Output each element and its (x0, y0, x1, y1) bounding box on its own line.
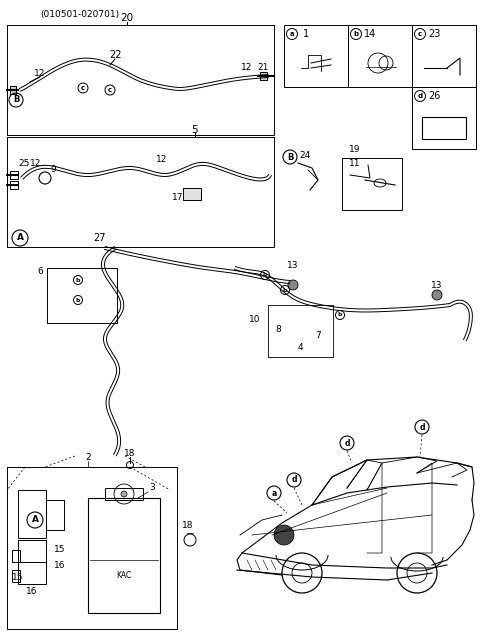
Text: 25: 25 (18, 159, 29, 167)
Bar (284, 25, 348, 87)
Text: 7: 7 (315, 331, 321, 340)
Text: 12: 12 (34, 69, 46, 78)
Text: 20: 20 (120, 13, 133, 23)
Text: 21: 21 (257, 64, 269, 73)
Text: 27: 27 (94, 233, 106, 243)
Bar (348, 25, 412, 87)
Text: B: B (13, 96, 19, 105)
Text: c: c (108, 87, 112, 93)
Circle shape (274, 525, 294, 545)
Text: 18: 18 (124, 449, 136, 458)
Text: 11: 11 (349, 159, 361, 167)
Bar (260, 72, 267, 80)
Text: 12: 12 (241, 64, 252, 73)
Bar (422, 117, 466, 139)
Bar (10, 171, 18, 179)
Text: A: A (32, 516, 38, 525)
Text: c: c (81, 85, 85, 91)
Text: b: b (76, 278, 80, 282)
Text: 8: 8 (275, 325, 281, 334)
Text: 1: 1 (303, 29, 309, 39)
Circle shape (288, 280, 298, 290)
Text: d: d (419, 422, 425, 431)
Text: 26: 26 (428, 91, 440, 101)
Text: d: d (344, 439, 350, 448)
Text: a: a (290, 31, 294, 37)
Text: 23: 23 (428, 29, 440, 39)
Text: 15: 15 (12, 574, 24, 583)
Bar (105, 488, 143, 500)
Text: b: b (263, 273, 267, 278)
Text: 19: 19 (349, 145, 361, 154)
Bar (12, 570, 20, 582)
Text: 2: 2 (85, 453, 91, 462)
Text: 24: 24 (300, 152, 311, 161)
Text: c: c (418, 31, 422, 37)
Text: KAC: KAC (116, 570, 132, 579)
Text: 12: 12 (156, 154, 168, 163)
Bar (412, 87, 476, 149)
Text: a: a (271, 489, 276, 498)
Text: d: d (418, 93, 422, 99)
Bar (88, 498, 160, 613)
Text: b: b (338, 312, 342, 318)
Bar (12, 550, 20, 562)
Text: B: B (287, 152, 293, 161)
Bar (268, 305, 333, 357)
Text: 4: 4 (297, 343, 303, 352)
Text: A: A (16, 233, 24, 242)
Text: b: b (283, 287, 287, 293)
Text: 22: 22 (109, 50, 121, 60)
Bar (47, 268, 117, 323)
Text: 16: 16 (54, 561, 66, 570)
Bar (7, 25, 274, 135)
Bar (10, 86, 16, 94)
Bar (18, 562, 46, 584)
Text: 12: 12 (30, 159, 41, 167)
Text: b: b (353, 31, 359, 37)
Text: 10: 10 (249, 316, 261, 325)
Bar (7, 467, 177, 629)
Text: d: d (291, 476, 297, 484)
Text: 15: 15 (54, 545, 66, 554)
Circle shape (121, 491, 127, 497)
Text: 17: 17 (172, 192, 184, 201)
Text: 13: 13 (287, 260, 299, 269)
Text: 5: 5 (192, 125, 198, 135)
Bar (46, 500, 64, 530)
Bar (183, 188, 201, 200)
Text: 13: 13 (431, 280, 443, 289)
Bar (7, 137, 274, 247)
Text: 14: 14 (364, 29, 376, 39)
Circle shape (432, 290, 442, 300)
Bar (10, 181, 18, 189)
Text: b: b (76, 298, 80, 302)
Bar (342, 158, 402, 210)
Text: 9: 9 (50, 165, 56, 174)
Bar (18, 540, 46, 562)
Text: 3: 3 (149, 484, 155, 493)
Text: 6: 6 (37, 267, 43, 276)
Text: (010501-020701): (010501-020701) (40, 10, 119, 19)
Text: 18: 18 (182, 520, 194, 529)
Bar (18, 490, 46, 538)
Text: 16: 16 (26, 588, 38, 597)
Bar (412, 25, 476, 87)
